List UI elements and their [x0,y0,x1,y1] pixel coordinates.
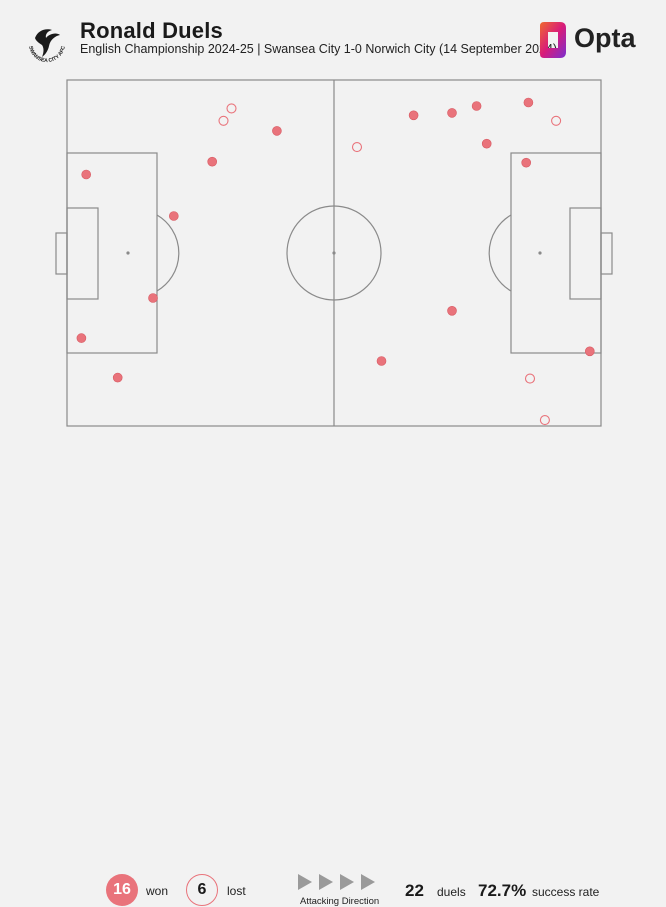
duel-lost-marker [351,142,363,153]
play-arrow-icon [361,874,375,890]
duel-won-marker [481,138,492,149]
duel-lost-marker [226,103,237,114]
duel-lost-marker [539,415,550,426]
duel-lost-marker [551,115,562,126]
play-arrow-icon [340,874,354,890]
won-count-badge: 16 [106,874,138,906]
duel-won-marker [112,372,123,383]
duels-count: 22 [405,881,424,900]
page-title: Ronald Duels [80,18,223,43]
opta-logo-icon [540,22,566,58]
duel-won-marker [584,346,595,357]
right-six-yard-box [569,207,602,300]
duel-won-marker [148,293,158,303]
duel-markers [76,97,595,426]
duel-won-marker [76,333,87,343]
duel-won-marker [272,126,282,136]
duel-won-marker [408,110,419,121]
opta-brand-text: Opta [574,23,636,53]
duel-won-marker [169,211,179,221]
footer: 16 won 6 lost Attacking Direction 22 due… [0,430,666,907]
centre-spot [332,251,336,255]
attacking-direction-arrows [298,874,375,890]
duel-won-marker [447,305,457,316]
play-arrow-icon [298,874,312,890]
duel-lost-marker [524,373,536,384]
lost-count-badge: 6 [186,874,218,906]
duel-won-marker [81,169,91,180]
duel-won-marker [521,157,532,168]
left-penalty-spot [126,251,130,255]
left-penalty-arc [156,214,180,292]
duels-label: duels [437,885,466,899]
duel-won-marker [523,97,534,108]
attacking-direction-label: Attacking Direction [300,896,380,907]
duel-won-marker [207,156,217,167]
won-label: won [146,884,169,898]
success-rate-value: 72.7% [478,881,527,900]
duel-won-marker [471,101,482,111]
left-penalty-area [66,152,158,354]
duel-won-marker [376,356,387,366]
right-penalty-arc [488,214,512,292]
match-subtitle: English Championship 2024-25 | Swansea C… [80,42,558,56]
left-six-yard-box [66,207,99,300]
right-penalty-spot [538,251,542,255]
success-rate-label: success rate [532,885,600,899]
swansea-city-crest-icon: SWANSEA CITY AFC [25,19,69,64]
lost-label: lost [227,884,246,898]
header: SWANSEA CITY AFC Ronald Duels English Ch… [0,0,666,70]
left-goal [55,232,68,275]
centre-circle [286,205,382,301]
play-arrow-icon [319,874,333,890]
right-penalty-area [510,152,602,354]
duel-won-marker [447,108,457,118]
pitch [55,79,613,427]
right-goal [600,232,613,275]
duel-lost-marker [218,115,229,126]
